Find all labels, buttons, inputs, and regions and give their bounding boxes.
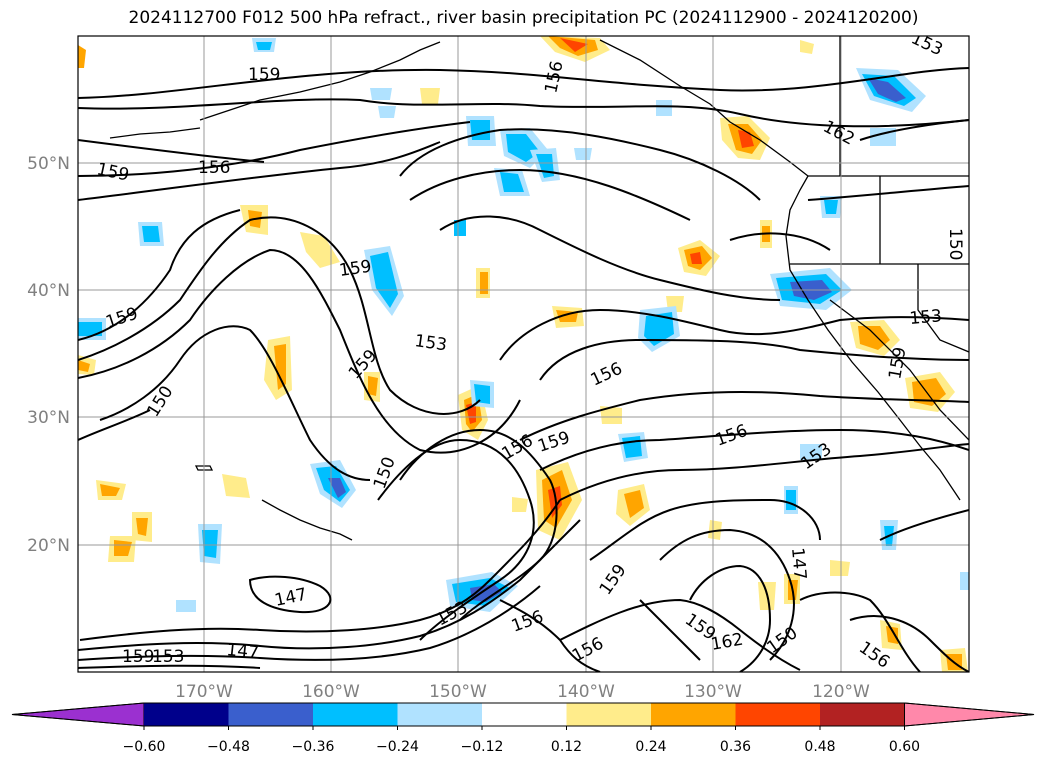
lon-label: 140°W — [557, 682, 615, 702]
colorbar-segment — [482, 703, 567, 726]
colorbar-tick-label: −0.36 — [292, 739, 335, 755]
colorbar-tick-label: −0.60 — [123, 739, 166, 755]
contour-label: 153 — [152, 647, 184, 667]
colorbar-tick-label: 0.24 — [635, 739, 666, 755]
colorbar-segment — [397, 703, 482, 726]
colorbar-tick-label: −0.12 — [461, 739, 504, 755]
contour-label: 153 — [413, 331, 448, 355]
colorbar-tick-label: 0.12 — [551, 739, 582, 755]
lon-label: 130°W — [684, 682, 742, 702]
latitude-labels: 50°N 40°N 30°N 20°N — [27, 154, 70, 556]
contour-label: 153 — [909, 306, 943, 329]
map-panel: 159 159 156 156 162 159 159 153 159 150 … — [78, 36, 969, 672]
contour-label: 156 — [198, 158, 230, 178]
colorbar-tick-label: −0.48 — [207, 739, 250, 755]
colorbar-extend-low — [11, 702, 145, 727]
contour-label: 150 — [945, 228, 965, 260]
colorbar-tick-label: −0.24 — [376, 739, 419, 755]
longitude-labels: 170°W 160°W 150°W 140°W 130°W 120°W — [175, 682, 870, 702]
map-title: 2024112700 F012 500 hPa refract., river … — [128, 8, 919, 28]
negative-anomaly-patches — [78, 38, 969, 612]
lon-label: 160°W — [302, 682, 360, 702]
lat-label: 40°N — [27, 281, 70, 301]
precipitation-anomaly-patches — [78, 36, 969, 672]
colorbar: −0.60 −0.48 −0.36 −0.24 −0.12 0.12 0.24 0.36 0.4… — [11, 702, 1035, 755]
contour-label: 147 — [787, 547, 810, 581]
lat-label: 20°N — [27, 536, 70, 556]
refractivity-contours — [78, 67, 969, 672]
contour-label: 159 — [338, 257, 373, 281]
map-frame — [77, 35, 970, 673]
contour-label: 159 — [122, 647, 154, 667]
contour-label: 147 — [225, 640, 259, 663]
colorbar-tick-label: 0.48 — [804, 739, 835, 755]
colorbar-segment — [144, 703, 229, 726]
graticule — [78, 36, 969, 672]
colorbar-segment — [313, 703, 398, 726]
colorbar-segment — [228, 703, 313, 726]
colorbar-segment — [566, 703, 651, 726]
colorbar-tick-label: 0.60 — [889, 739, 920, 755]
lat-label: 50°N — [27, 154, 70, 174]
contour-label: 159 — [248, 65, 280, 85]
lon-label: 170°W — [175, 682, 233, 702]
colorbar-segment — [735, 703, 820, 726]
lat-label: 30°N — [27, 408, 70, 428]
colorbar-segment — [820, 703, 905, 726]
colorbar-extend-high — [904, 702, 1035, 727]
colorbar-segment — [651, 703, 736, 726]
colorbar-tick-label: 0.36 — [720, 739, 751, 755]
lon-label: 150°W — [429, 682, 487, 702]
lon-label: 120°W — [812, 682, 870, 702]
